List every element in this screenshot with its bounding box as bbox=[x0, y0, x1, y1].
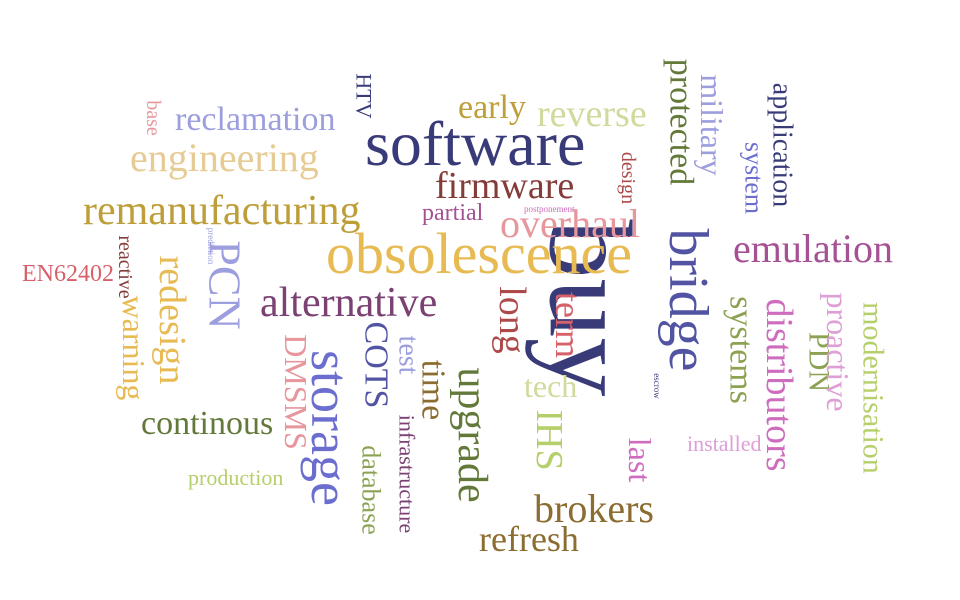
word-partial: partial bbox=[422, 200, 484, 226]
word-ihs: IHS bbox=[528, 409, 570, 470]
word-early: early bbox=[458, 89, 526, 126]
word-upgrade: upgrade bbox=[449, 367, 495, 502]
word-infrastructure: infrastructure bbox=[395, 415, 420, 534]
word-htv: HTV bbox=[352, 73, 377, 118]
word-remanufacturing: remanufacturing bbox=[83, 188, 361, 234]
word-cots: COTS bbox=[358, 322, 395, 409]
word-continous: continous bbox=[141, 405, 273, 442]
word-reverse: reverse bbox=[537, 93, 647, 135]
word-refresh: refresh bbox=[479, 519, 579, 559]
word-firmware: firmware bbox=[435, 165, 574, 207]
word-base: base bbox=[142, 100, 164, 136]
word-systems: systems bbox=[723, 296, 760, 404]
word-pdn: PDN bbox=[803, 332, 836, 392]
word-design: design bbox=[617, 152, 639, 204]
word-installed: installed bbox=[687, 431, 762, 456]
word-dmsms: DMSMS bbox=[278, 334, 314, 450]
word-term: term bbox=[548, 292, 588, 358]
word-storage: storage bbox=[300, 350, 360, 506]
word-postponement: postponement bbox=[524, 204, 575, 214]
word-last: last bbox=[622, 438, 658, 483]
word-protected: protected bbox=[663, 59, 700, 186]
word-proactive: proactive bbox=[820, 292, 856, 411]
word-modernisation: modernisation bbox=[857, 302, 890, 474]
word-production: production bbox=[188, 465, 283, 490]
word-alternative: alternative bbox=[260, 280, 437, 326]
word-buy: buy bbox=[525, 220, 656, 397]
word-engineering: engineering bbox=[130, 135, 319, 180]
word-tech: tech bbox=[524, 368, 577, 404]
word-military: military bbox=[694, 74, 730, 175]
word-test: test bbox=[393, 336, 424, 375]
word-reactive: reactive bbox=[114, 235, 136, 298]
word-reclamation: reclamation bbox=[175, 101, 335, 138]
word-emulation: emulation bbox=[733, 226, 893, 271]
word-escrow: escrow bbox=[652, 373, 662, 399]
word-en62402: EN62402 bbox=[22, 261, 114, 287]
word-distributors: distributors bbox=[758, 298, 800, 471]
word-warning: warning bbox=[116, 296, 152, 401]
word-application: application bbox=[767, 83, 798, 207]
word-software: software bbox=[365, 108, 585, 179]
word-time: time bbox=[415, 360, 452, 420]
word-brokers: brokers bbox=[534, 486, 654, 531]
word-system: system bbox=[740, 142, 769, 214]
word-bridge: bridge bbox=[657, 228, 719, 371]
word-long: long bbox=[491, 286, 533, 354]
word-pcn: PCN bbox=[200, 240, 251, 329]
word-database: database bbox=[357, 445, 386, 535]
word-prediction: prediction bbox=[206, 228, 216, 265]
word-redesign: redesign bbox=[151, 256, 193, 385]
word-overhaul: overhaul bbox=[500, 201, 640, 246]
word-obsolescence: obsolescence bbox=[326, 221, 632, 286]
